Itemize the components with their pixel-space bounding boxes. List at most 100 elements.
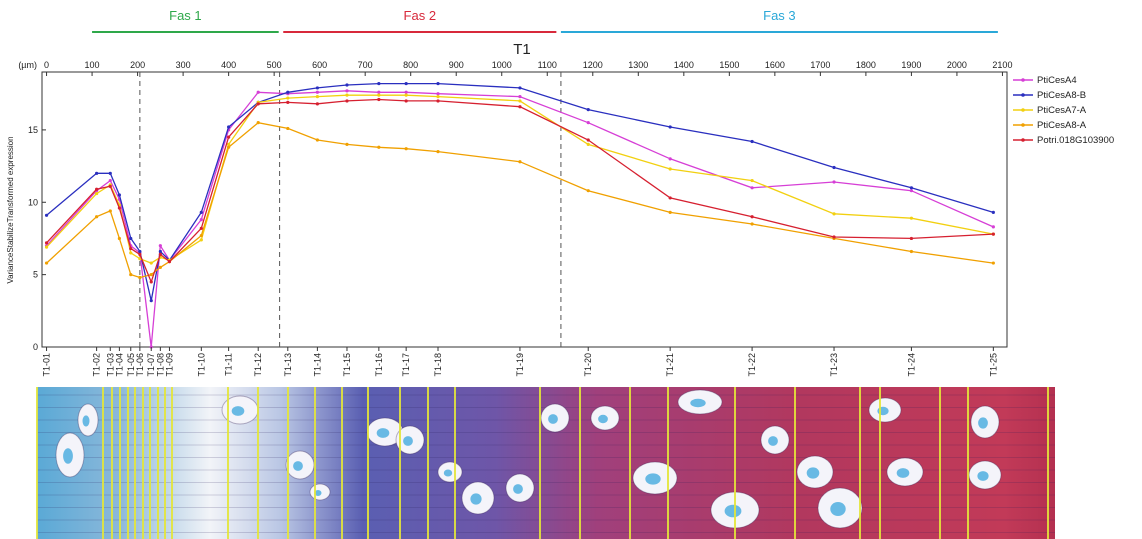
data-point bbox=[991, 210, 995, 214]
sample-label: T1-22 bbox=[747, 353, 757, 377]
data-point bbox=[377, 81, 381, 86]
data-point bbox=[377, 97, 381, 102]
phase-label: Fas 2 bbox=[404, 8, 437, 23]
cell-nucleus bbox=[724, 504, 742, 518]
sample-label: T1-19 bbox=[515, 353, 525, 377]
top-tick-label: 1800 bbox=[856, 60, 876, 70]
legend: PtiCesA4 PtiCesA8-B PtiCesA7-A PtiCesA8-A Po… bbox=[1013, 75, 1114, 146]
series-layer bbox=[44, 81, 995, 349]
top-tick-label: 400 bbox=[221, 60, 236, 70]
cell-nucleus bbox=[293, 461, 303, 471]
data-point bbox=[832, 235, 836, 239]
data-point bbox=[227, 145, 231, 149]
sample-axis: T1-01 T1-02 T1-03 T1-04 T1-05 T1-06 T1-07 T1-08… bbox=[42, 347, 998, 377]
data-point bbox=[117, 193, 121, 197]
sample-label: T1-13 bbox=[283, 353, 293, 377]
data-point bbox=[167, 260, 172, 264]
sample-label: T1-04 bbox=[114, 353, 124, 377]
y-tick-label: 15 bbox=[28, 125, 38, 135]
series-line bbox=[46, 122, 994, 279]
cell-nucleus bbox=[548, 414, 558, 424]
data-point bbox=[149, 280, 153, 284]
phase-label: Fas 1 bbox=[169, 8, 202, 23]
data-point bbox=[227, 135, 231, 139]
data-point bbox=[377, 145, 381, 149]
top-tick-label: 600 bbox=[312, 60, 327, 70]
data-point bbox=[138, 252, 142, 256]
cell-nucleus bbox=[598, 414, 608, 424]
y-tick-label: 5 bbox=[33, 270, 38, 280]
top-tick-label: 0 bbox=[44, 60, 49, 70]
data-point bbox=[158, 265, 162, 269]
micrograph-image bbox=[36, 387, 1055, 539]
data-point bbox=[436, 95, 440, 99]
sample-label: T1-24 bbox=[906, 353, 916, 377]
data-point bbox=[256, 121, 260, 125]
data-point bbox=[117, 236, 121, 241]
sample-label: T1-08 bbox=[155, 353, 165, 377]
legend-label: PtiCesA8-A bbox=[1037, 120, 1087, 131]
data-point bbox=[286, 126, 290, 131]
data-point bbox=[199, 210, 203, 214]
data-point bbox=[108, 178, 112, 183]
y-axis-label: VarianceStabilizeTransformed expression bbox=[6, 136, 15, 283]
data-point bbox=[108, 171, 112, 175]
data-point bbox=[750, 178, 754, 183]
cell-nucleus bbox=[231, 406, 245, 416]
data-point bbox=[199, 233, 203, 238]
top-axis: 0 100 200 300 400 500 600 700 800 900 1000 1100 1200… bbox=[44, 60, 1012, 76]
data-point bbox=[138, 275, 142, 280]
data-point bbox=[256, 90, 260, 94]
data-point bbox=[909, 186, 914, 190]
legend-label: Potri.018G103900 bbox=[1037, 135, 1114, 146]
sample-label: T1-02 bbox=[92, 353, 102, 377]
top-tick-label: 1000 bbox=[492, 60, 512, 70]
data-point bbox=[44, 245, 49, 249]
series-line bbox=[46, 98, 994, 284]
data-point bbox=[518, 160, 522, 164]
data-point bbox=[149, 273, 153, 277]
data-point bbox=[129, 236, 133, 241]
data-point bbox=[404, 93, 408, 97]
sample-label: T1-01 bbox=[42, 353, 52, 377]
y-tick-label: 10 bbox=[28, 197, 38, 207]
top-tick-label: 2100 bbox=[992, 60, 1012, 70]
data-point bbox=[95, 187, 99, 191]
cell-nucleus bbox=[376, 428, 390, 438]
cell-nucleus bbox=[978, 417, 988, 429]
data-point bbox=[377, 93, 381, 97]
data-point bbox=[668, 196, 672, 200]
data-point bbox=[149, 261, 153, 265]
top-tick-label: 2000 bbox=[947, 60, 967, 70]
data-point bbox=[95, 171, 99, 175]
sample-label: T1-15 bbox=[342, 353, 352, 377]
data-point bbox=[586, 189, 590, 193]
cell-nucleus bbox=[806, 467, 820, 479]
data-point bbox=[436, 150, 440, 154]
data-point bbox=[586, 108, 590, 112]
top-tick-label: 1400 bbox=[674, 60, 694, 70]
cell-nucleus bbox=[768, 436, 778, 446]
data-point bbox=[158, 244, 162, 248]
data-point bbox=[315, 95, 319, 99]
data-point bbox=[315, 138, 319, 142]
sample-label: T1-09 bbox=[164, 353, 174, 377]
sample-label: T1-11 bbox=[224, 353, 234, 376]
cell-nucleus bbox=[513, 484, 523, 494]
data-point bbox=[668, 210, 672, 214]
top-tick-label: 1100 bbox=[538, 60, 557, 70]
data-point bbox=[345, 93, 349, 97]
data-point bbox=[129, 246, 133, 251]
data-point bbox=[108, 209, 112, 213]
cell-nucleus bbox=[645, 473, 661, 485]
data-point bbox=[518, 99, 522, 103]
cell-nucleus bbox=[82, 415, 90, 427]
top-tick-label: 1600 bbox=[765, 60, 785, 70]
data-point bbox=[750, 222, 754, 226]
data-point bbox=[668, 125, 672, 129]
data-point bbox=[315, 90, 319, 94]
data-point bbox=[44, 213, 49, 217]
top-tick-label: 1500 bbox=[719, 60, 739, 70]
data-point bbox=[44, 241, 49, 245]
cell-nucleus bbox=[443, 469, 453, 477]
